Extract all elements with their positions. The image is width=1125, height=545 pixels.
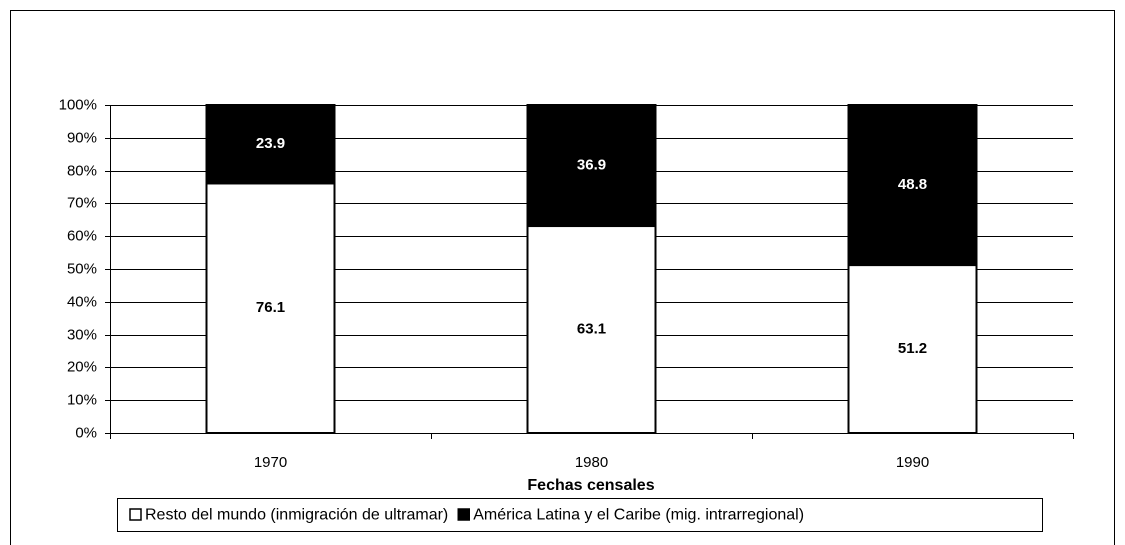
y-tick-label: 20%: [67, 358, 97, 375]
y-tick-label: 70%: [67, 194, 97, 211]
legend-label: Resto del mundo (inmigración de ultramar…: [145, 507, 448, 524]
y-tick-label: 100%: [59, 96, 97, 113]
legend-swatch: [457, 508, 470, 521]
data-label: 51.2: [898, 340, 927, 357]
x-tick-label: 1990: [896, 454, 929, 471]
chart-frame: [10, 10, 1115, 545]
y-tick-label: 0%: [75, 424, 97, 441]
data-label: 48.8: [898, 176, 927, 193]
y-tick-label: 90%: [67, 129, 97, 146]
data-label: 63.1: [577, 320, 606, 337]
legend-box: [117, 498, 1043, 532]
data-label: 76.1: [256, 299, 285, 316]
bar-segment: [205, 104, 336, 185]
data-label: 23.9: [256, 135, 285, 152]
y-tick-label: 80%: [67, 162, 97, 179]
legend-label: América Latina y el Caribe (mig. intrarr…: [473, 507, 804, 524]
bar-segment: [205, 182, 336, 434]
y-tick-label: 30%: [67, 326, 97, 343]
legend-swatch: [129, 508, 142, 521]
y-tick-label: 50%: [67, 260, 97, 277]
x-tick-label: 1980: [575, 454, 608, 471]
data-label: 36.9: [577, 156, 606, 173]
y-tick-label: 10%: [67, 391, 97, 408]
bar-segment: [526, 104, 657, 228]
bar-segment: [847, 104, 978, 267]
y-tick-label: 60%: [67, 227, 97, 244]
y-tick-label: 40%: [67, 293, 97, 310]
x-tick-label: 1970: [254, 454, 287, 471]
bar-segment: [847, 264, 978, 434]
x-axis-title: Fechas censales: [527, 477, 654, 494]
